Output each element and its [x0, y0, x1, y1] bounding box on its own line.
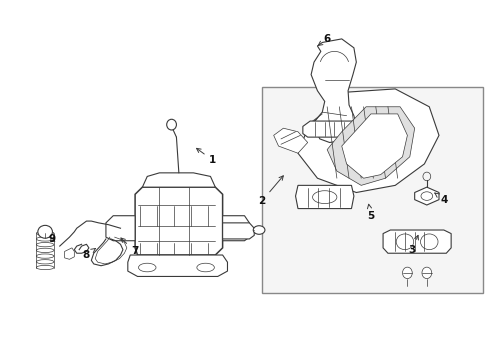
Polygon shape: [382, 230, 450, 253]
Ellipse shape: [36, 243, 54, 247]
Polygon shape: [295, 185, 353, 208]
Polygon shape: [273, 128, 307, 153]
Ellipse shape: [36, 237, 54, 241]
Polygon shape: [326, 107, 414, 185]
Ellipse shape: [421, 267, 431, 279]
Polygon shape: [307, 121, 314, 130]
Text: 7: 7: [121, 238, 139, 256]
Ellipse shape: [36, 260, 54, 264]
Ellipse shape: [36, 231, 54, 235]
Bar: [261, 87, 482, 293]
Text: 1: 1: [196, 148, 216, 165]
Text: 8: 8: [82, 248, 95, 260]
Polygon shape: [106, 216, 135, 241]
Polygon shape: [310, 39, 356, 143]
Text: 9: 9: [49, 234, 56, 244]
Text: 3: 3: [408, 235, 418, 255]
Ellipse shape: [36, 254, 54, 258]
Ellipse shape: [38, 225, 52, 238]
Text: 4: 4: [434, 193, 447, 204]
Ellipse shape: [36, 248, 54, 252]
Ellipse shape: [36, 265, 54, 270]
Polygon shape: [135, 187, 222, 255]
Polygon shape: [341, 114, 407, 178]
Polygon shape: [302, 121, 366, 137]
Ellipse shape: [253, 226, 264, 234]
Ellipse shape: [402, 267, 411, 279]
Polygon shape: [222, 216, 249, 241]
Polygon shape: [127, 255, 227, 276]
Polygon shape: [297, 89, 438, 193]
Text: 5: 5: [366, 204, 374, 221]
Ellipse shape: [166, 119, 176, 130]
Polygon shape: [414, 187, 438, 205]
Polygon shape: [222, 223, 254, 239]
Polygon shape: [352, 126, 363, 135]
Text: 6: 6: [318, 34, 330, 45]
Polygon shape: [142, 173, 215, 187]
Text: 2: 2: [257, 176, 283, 206]
Polygon shape: [64, 248, 74, 259]
